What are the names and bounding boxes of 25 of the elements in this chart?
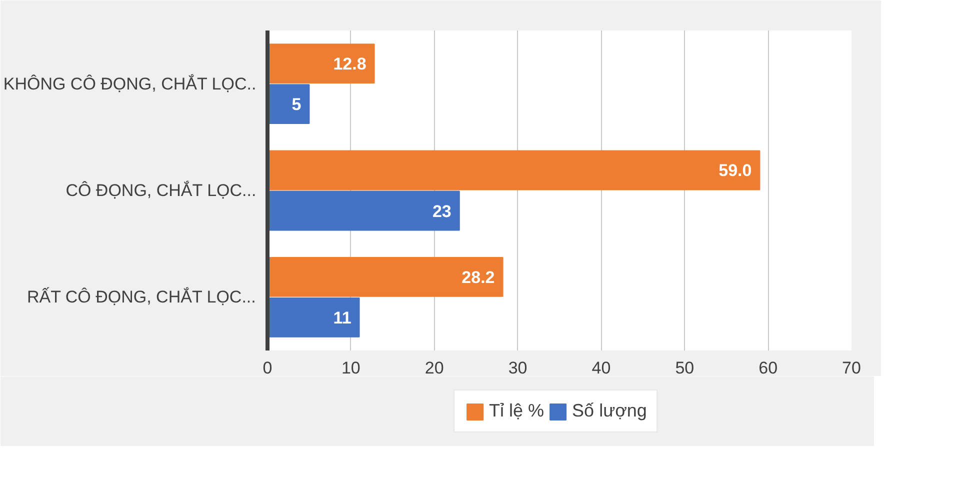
- x-tick-label: 20: [424, 358, 444, 378]
- data-label: 23: [432, 202, 452, 221]
- data-label: 59.0: [718, 161, 752, 180]
- data-label: 28.2: [462, 268, 495, 287]
- y-tick-label: KHÔNG CÔ ĐỌNG, CHẮT LỌC..: [3, 73, 256, 94]
- bar: [268, 190, 460, 231]
- data-label: 11: [333, 308, 352, 328]
- x-tick-label: 70: [842, 358, 861, 378]
- y-tick-label: RẤT CÔ ĐỌNG, CHẮT LỌC...: [26, 286, 256, 307]
- x-tick-label: 30: [508, 358, 528, 378]
- x-tick-label: 50: [675, 358, 694, 378]
- y-tick-label: CÔ ĐỌNG, CHẮT LỌC...: [66, 180, 256, 200]
- bar: [268, 150, 760, 190]
- bar: [268, 297, 360, 338]
- bar: [268, 256, 504, 297]
- bar: [268, 44, 375, 84]
- x-tick-label: 60: [758, 358, 778, 378]
- data-label: 5: [292, 95, 302, 114]
- x-tick-label: 0: [262, 358, 272, 378]
- legend-label: Tỉ lệ %: [489, 400, 544, 422]
- legend-label: Số lượng: [572, 400, 647, 422]
- x-tick-label: 10: [341, 358, 360, 378]
- data-label: 12.8: [333, 54, 366, 74]
- bar: [268, 84, 310, 124]
- x-tick-label: 40: [592, 358, 611, 378]
